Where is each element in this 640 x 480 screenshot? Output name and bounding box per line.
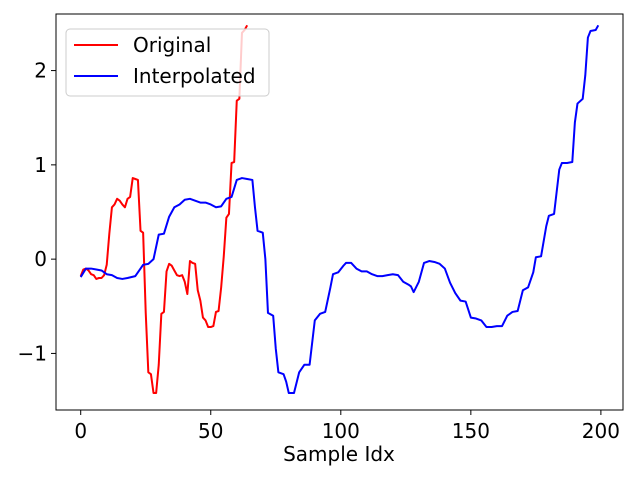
x-tick-label: 0 bbox=[74, 419, 87, 443]
y-axis: −1 0 1 2 bbox=[18, 59, 56, 365]
y-tick-label: 0 bbox=[34, 247, 47, 271]
axes-layer bbox=[55, 13, 624, 411]
y-tick-label: 1 bbox=[34, 153, 47, 177]
legend: Original Interpolated bbox=[65, 28, 270, 97]
series-layer bbox=[79, 24, 600, 395]
series-line-original bbox=[79, 24, 249, 395]
legend-label-interpolated: Interpolated bbox=[133, 64, 256, 88]
x-tick-label: 100 bbox=[322, 419, 360, 443]
y-tick-label: 2 bbox=[34, 59, 47, 83]
x-axis: 0 50 100 150 200 bbox=[74, 410, 620, 443]
legend-label-original: Original bbox=[133, 33, 211, 57]
x-axis-label: Sample Idx bbox=[283, 442, 395, 466]
plot-frame bbox=[55, 13, 624, 411]
x-tick-label: 200 bbox=[582, 419, 620, 443]
x-tick-label: 150 bbox=[452, 419, 490, 443]
x-tick-label: 50 bbox=[198, 419, 223, 443]
y-tick-label: −1 bbox=[18, 341, 47, 365]
series-line-interpolated bbox=[79, 24, 600, 395]
